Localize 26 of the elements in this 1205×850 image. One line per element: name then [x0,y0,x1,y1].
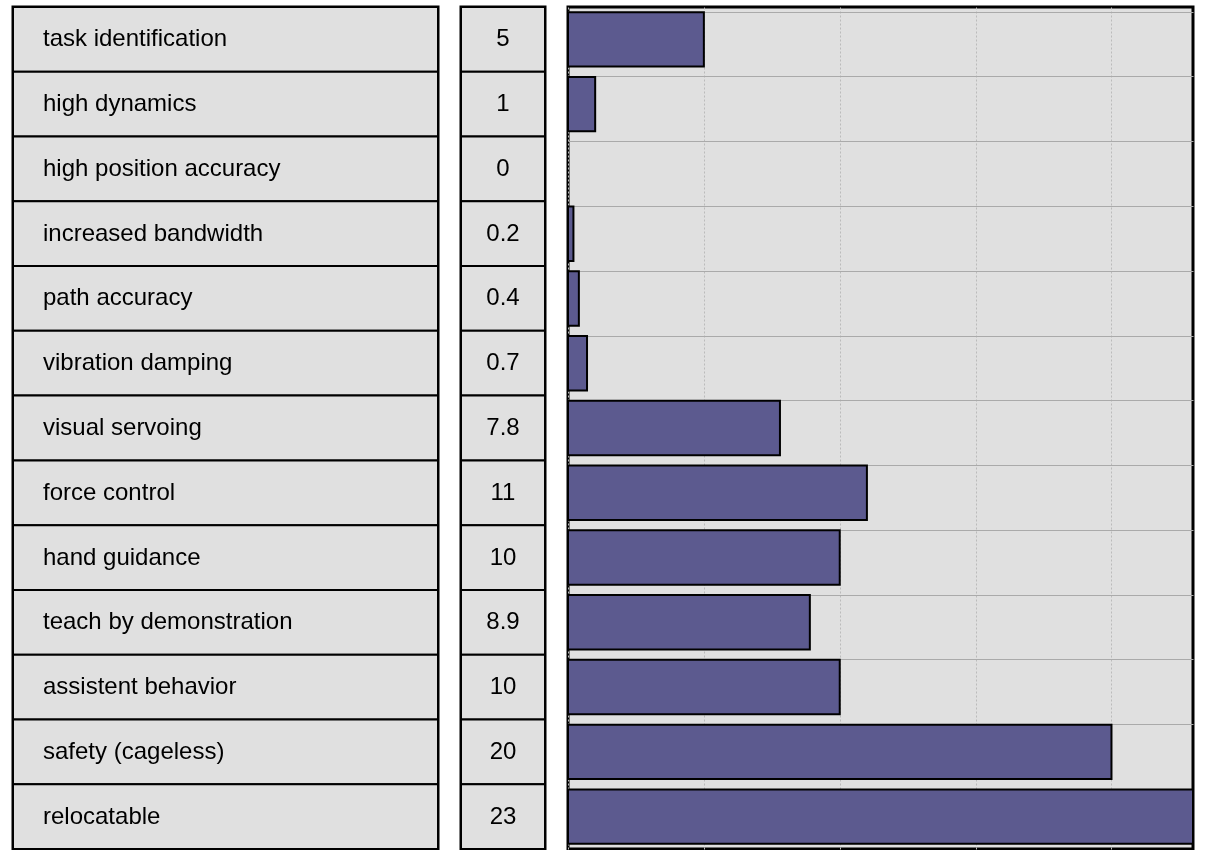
data-label: 10 [489,542,517,570]
y-tick-label: increased bandwidth [43,218,264,246]
y-tick-label: vibration damping [43,348,233,376]
y-tick-label: high position accuracy [43,153,281,181]
y-tick-label: task identification [43,24,228,52]
data-label: 1 [496,89,510,117]
y-tick-label: force control [43,477,176,505]
y-tick-label: assistent behavior [43,672,237,700]
y-tick-label: hand guidance [43,542,201,570]
data-label: 7.8 [486,413,520,440]
data-label: 10 [489,672,517,700]
data-label: 8.9 [486,607,520,635]
y-tick-label: relocatable [43,801,161,829]
y-tick-label: high dynamics [43,89,197,117]
y-tick-label: teach by demonstration [43,607,293,635]
data-label: 0.4 [486,283,520,311]
data-label: 11 [490,477,516,505]
y-tick-label: visual servoing [43,413,202,440]
data-label: 20 [489,736,517,764]
y-tick-label: path accuracy [43,283,193,311]
y-tick-label: safety (cageless) [43,736,225,764]
data-label: 0.2 [486,218,520,246]
data-label: 0.7 [486,348,520,376]
data-label: 0 [496,153,510,181]
data-label: 23 [489,801,517,829]
data-label: 5 [496,24,510,52]
